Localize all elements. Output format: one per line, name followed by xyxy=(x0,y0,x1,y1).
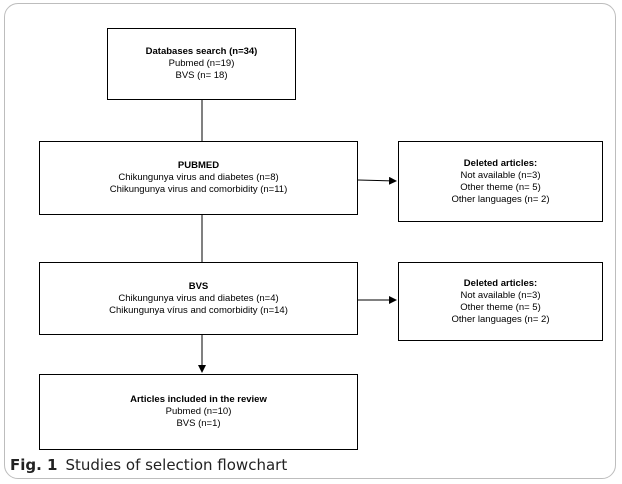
pubmed-box: PUBMED Chikungunya virus and diabetes (n… xyxy=(39,141,358,215)
box-line: Pubmed (n=10) xyxy=(165,406,232,417)
box-title: Deleted articles: xyxy=(463,277,538,289)
box-line: Pubmed (n=19) xyxy=(168,58,235,69)
box-title: Deleted articles: xyxy=(463,157,538,169)
box-title: Articles included in the review xyxy=(130,394,267,405)
box-title: Databases search (n=34) xyxy=(145,46,258,57)
deleted-articles-box-1: Deleted articles: Not available (n=3) Ot… xyxy=(398,141,603,222)
figure-frame xyxy=(4,3,616,479)
box-line: Chikungunya virus and comorbidity (n=11) xyxy=(109,184,288,195)
box-line: Chikungunya virus and diabetes (n=8) xyxy=(118,172,279,183)
figure-caption-text: Studies of selection flowchart xyxy=(65,456,288,474)
box-title: BVS xyxy=(188,280,209,292)
box-line: Not available (n=3) xyxy=(460,169,541,181)
figure-label: Fig. 1 xyxy=(10,456,58,474)
box-line: BVS (n=1) xyxy=(176,418,221,429)
box-line: Not available (n=3) xyxy=(460,289,541,301)
figure-caption: Fig. 1 Studies of selection flowchart xyxy=(10,456,287,474)
box-line: Chikungunya virus and diabetes (n=4) xyxy=(118,292,279,304)
box-line: Other theme (n= 5) xyxy=(460,301,541,313)
arrow-pubmed-deleted xyxy=(357,176,397,185)
box-line: Chikungunya vírus and comorbidity (n=14) xyxy=(109,304,288,316)
box-title: PUBMED xyxy=(177,160,220,171)
box-line: Other theme (n= 5) xyxy=(460,181,541,193)
box-line: BVS (n= 18) xyxy=(175,70,228,81)
articles-included-box: Articles included in the review Pubmed (… xyxy=(39,374,358,450)
deleted-articles-box-2: Deleted articles: Not available (n=3) Ot… xyxy=(398,262,603,341)
bvs-box: BVS Chikungunya virus and diabetes (n=4)… xyxy=(39,262,358,335)
box-line: Other languages (n= 2) xyxy=(451,313,550,325)
box-line: Other languages (n= 2) xyxy=(451,193,550,205)
databases-search-box: Databases search (n=34) Pubmed (n=19) BV… xyxy=(107,28,296,100)
